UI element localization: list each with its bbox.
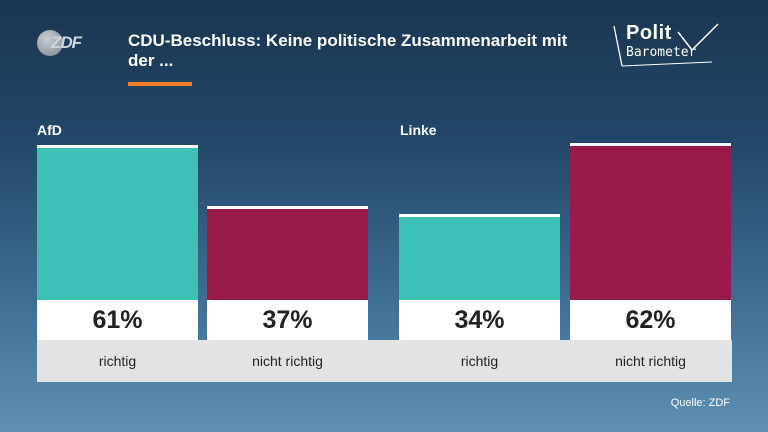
- bar-afd-richtig: [37, 145, 198, 300]
- bar-linke-richtig: [399, 213, 560, 300]
- title-accent-line: [128, 82, 192, 86]
- category-label-afd-richtig: richtig: [98, 353, 137, 369]
- category-label-strip: [37, 340, 732, 382]
- category-label-linke-richtig: richtig: [460, 353, 499, 369]
- category-label-linke-nicht-richtig: nicht richtig: [615, 353, 686, 369]
- politbarometer-tick-icon: [613, 23, 719, 67]
- value-label-afd-richtig: 61%: [37, 300, 198, 340]
- category-label-afd-nicht-richtig: nicht richtig: [252, 353, 323, 369]
- politbarometer-logo: Polit Barometer: [612, 22, 724, 72]
- value-label-linke-richtig: 34%: [399, 300, 560, 340]
- value-label-linke-nicht-richtig: 62%: [570, 300, 731, 340]
- chart-title: CDU-Beschluss: Keine politische Zusammen…: [128, 31, 568, 70]
- politbarometer-logo-line1: Polit: [626, 22, 672, 44]
- zdf-logo-circle: [37, 30, 63, 56]
- group-label-afd: AfD: [37, 122, 62, 138]
- bar-linke-nicht-richtig: [570, 142, 731, 300]
- bar-afd-nicht-richtig: [207, 206, 368, 300]
- politbarometer-logo-line2: Barometer: [626, 45, 697, 60]
- zdf-logo: ZDF: [37, 30, 89, 56]
- value-label-afd-nicht-richtig: 37%: [207, 300, 368, 340]
- group-label-linke: Linke: [400, 122, 437, 138]
- source-note: Quelle: ZDF: [670, 397, 730, 409]
- zdf-logo-text: ZDF: [51, 33, 82, 52]
